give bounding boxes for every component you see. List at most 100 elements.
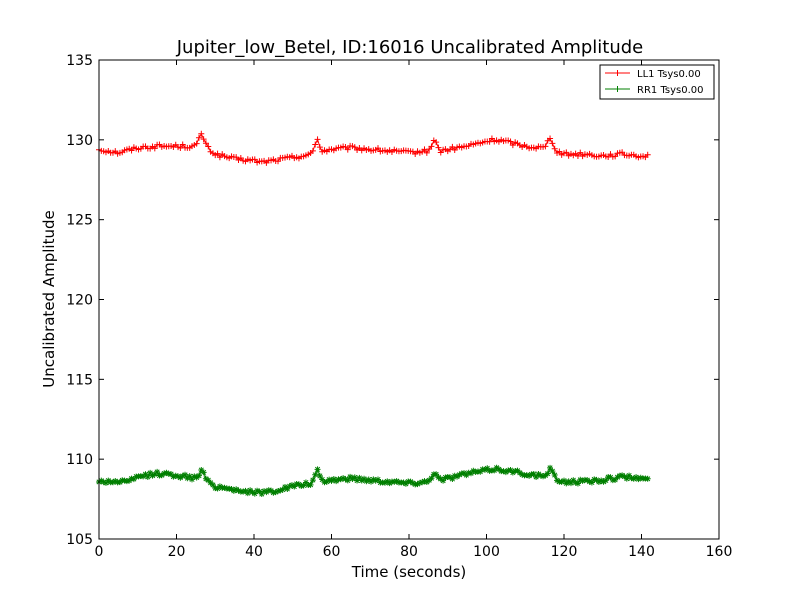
data-point <box>147 469 154 476</box>
data-point <box>326 476 333 483</box>
data-point <box>100 479 107 486</box>
data-point <box>151 471 158 478</box>
data-point <box>423 149 430 156</box>
data-point <box>472 469 479 476</box>
data-point <box>344 477 351 484</box>
data-point <box>179 141 186 148</box>
data-point <box>323 478 330 485</box>
data-point <box>481 466 488 473</box>
data-point <box>507 467 514 474</box>
data-point <box>572 479 579 486</box>
data-point <box>391 478 398 485</box>
data-point <box>193 140 200 147</box>
data-point <box>175 473 182 480</box>
data-point <box>163 469 170 476</box>
data-point <box>284 485 291 492</box>
data-point <box>540 473 547 480</box>
data-point <box>507 138 514 145</box>
data-point <box>316 472 323 479</box>
data-point <box>519 471 526 478</box>
data-point <box>619 472 626 479</box>
data-point <box>207 479 214 486</box>
data-point <box>240 488 247 495</box>
data-point <box>542 143 549 150</box>
data-point <box>593 476 600 483</box>
data-point <box>186 473 193 480</box>
y-tick-label: 115 <box>66 372 93 388</box>
data-point <box>235 487 242 494</box>
data-point <box>288 482 295 489</box>
data-point <box>337 476 344 483</box>
data-point <box>189 476 195 483</box>
data-point <box>549 140 556 147</box>
data-point <box>275 488 282 495</box>
data-point <box>200 136 207 143</box>
data-point <box>449 143 456 150</box>
data-point <box>402 480 409 487</box>
data-point <box>149 472 156 479</box>
y-tick-label: 120 <box>66 293 93 309</box>
data-point <box>302 479 309 486</box>
data-point <box>314 136 321 143</box>
data-point <box>451 472 458 479</box>
data-point <box>547 135 554 142</box>
x-axis: 0 20 40 60 80 100 120 140 160 <box>95 60 733 560</box>
data-point <box>347 473 354 480</box>
data-point <box>567 480 574 487</box>
x-tick-label: 160 <box>706 544 733 560</box>
data-point <box>400 479 407 486</box>
series-ll1 <box>96 130 651 166</box>
data-point <box>295 481 302 488</box>
data-point <box>307 481 314 488</box>
data-point <box>419 479 426 486</box>
y-tick-label: 130 <box>66 133 93 149</box>
data-point <box>584 477 591 484</box>
data-point <box>151 145 158 152</box>
data-point <box>628 475 635 482</box>
y-axis-label: Uncalibrated Amplitude <box>40 210 58 387</box>
data-point <box>612 153 619 160</box>
plot-background <box>99 60 719 539</box>
data-point <box>112 478 119 485</box>
data-point <box>202 475 209 482</box>
data-point <box>509 469 516 476</box>
data-point <box>172 472 179 479</box>
data-point <box>214 485 221 492</box>
data-point <box>202 140 209 147</box>
data-point <box>200 469 207 476</box>
chart-title: Jupiter_low_Betel, ID:16016 Uncalibrated… <box>176 37 644 58</box>
data-point <box>340 475 347 482</box>
data-point <box>602 477 609 484</box>
data-point <box>198 130 205 137</box>
data-point <box>123 478 130 485</box>
data-point <box>623 475 630 482</box>
data-point <box>256 488 263 495</box>
data-point <box>561 477 567 484</box>
data-point <box>316 144 323 151</box>
data-point <box>361 475 368 482</box>
data-point <box>465 469 472 476</box>
data-point <box>523 472 530 479</box>
data-point <box>607 474 614 481</box>
data-point <box>421 478 428 485</box>
data-point <box>612 476 619 483</box>
data-point <box>644 151 651 158</box>
data-point <box>577 476 584 483</box>
data-point <box>161 470 168 477</box>
data-point <box>433 139 440 146</box>
data-point <box>365 476 372 483</box>
data-point <box>312 471 319 478</box>
data-point <box>375 145 381 152</box>
data-point <box>275 158 282 165</box>
data-point <box>535 471 542 477</box>
data-point <box>554 477 561 484</box>
data-point <box>435 144 442 151</box>
data-point <box>428 475 435 482</box>
data-point <box>216 483 223 490</box>
data-point <box>209 481 216 488</box>
data-point <box>375 476 381 483</box>
data-point <box>170 473 177 480</box>
data-point <box>470 467 477 474</box>
